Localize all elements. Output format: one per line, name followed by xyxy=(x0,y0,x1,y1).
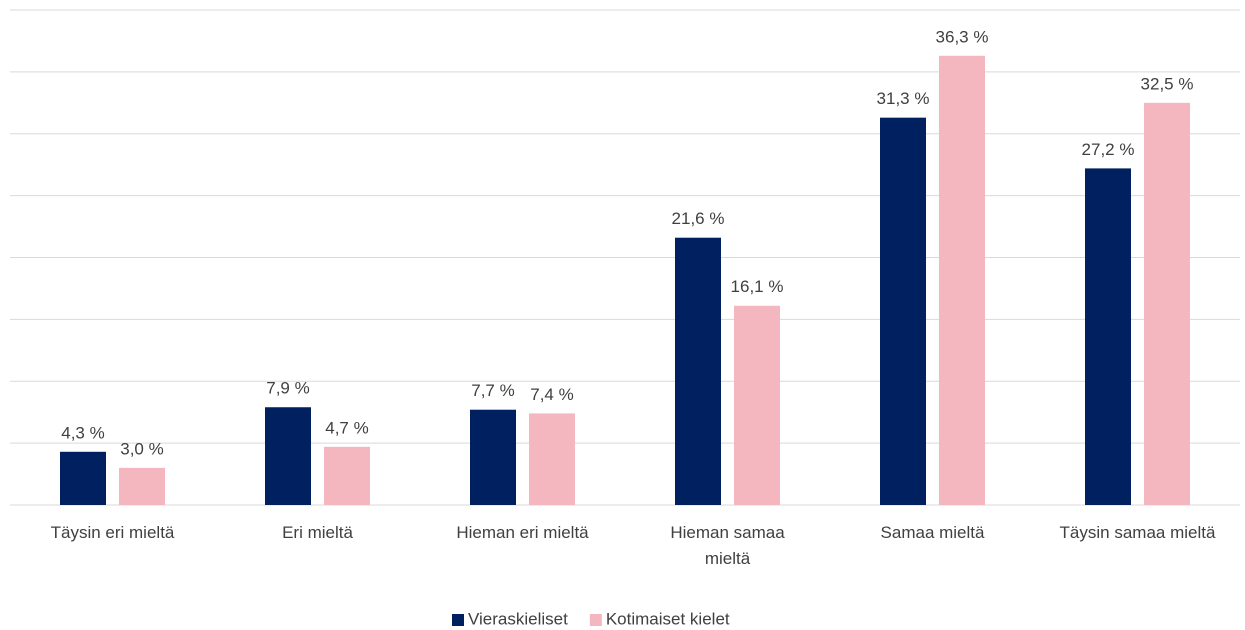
bar xyxy=(265,407,311,505)
data-label: 21,6 % xyxy=(672,209,725,228)
bar xyxy=(470,409,516,505)
bar xyxy=(324,446,370,505)
bar xyxy=(1144,102,1190,505)
x-tick-label: Eri mieltä xyxy=(282,523,353,542)
data-label: 7,7 % xyxy=(471,381,514,400)
bar xyxy=(529,413,575,505)
bar xyxy=(675,237,721,505)
bar xyxy=(939,55,985,505)
legend-swatch xyxy=(589,614,602,626)
data-label: 16,1 % xyxy=(731,277,784,296)
bar xyxy=(734,305,780,505)
x-tick-label: Hieman samaa mieltä xyxy=(670,523,785,568)
data-label: 27,2 % xyxy=(1082,140,1135,159)
data-label: 4,7 % xyxy=(325,418,368,437)
x-tick-label: Täysin eri mieltä xyxy=(50,523,175,542)
x-tick-label: Samaa mieltä xyxy=(880,523,985,542)
data-label: 36,3 % xyxy=(936,27,989,46)
bar xyxy=(1085,168,1131,505)
legend-label: Vieraskieliset xyxy=(468,609,568,628)
data-label: 31,3 % xyxy=(877,89,930,108)
data-label: 7,9 % xyxy=(266,379,309,398)
bar xyxy=(119,467,165,505)
data-label: 3,0 % xyxy=(120,439,163,458)
data-label: 7,4 % xyxy=(530,385,573,404)
bar xyxy=(60,451,106,505)
x-tick-label: Hieman eri mieltä xyxy=(456,523,589,542)
legend-swatch xyxy=(452,614,464,626)
bar xyxy=(880,117,926,505)
x-tick-label: Täysin samaa mieltä xyxy=(1059,523,1216,542)
data-label: 4,3 % xyxy=(61,423,104,442)
legend-label: Kotimaiset kielet xyxy=(606,609,730,628)
data-label: 32,5 % xyxy=(1141,74,1194,93)
